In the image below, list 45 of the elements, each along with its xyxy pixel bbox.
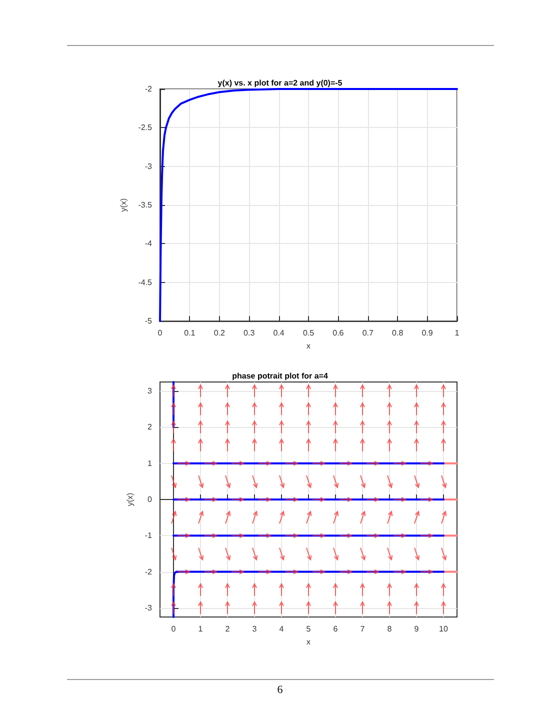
x-axis-title: x (306, 637, 310, 646)
chart-title: y(x) vs. x plot for a=2 and y(0)=-5 (218, 78, 343, 88)
x-tick-label: 4 (279, 624, 284, 634)
x-tick-label: 8 (387, 624, 392, 634)
x-tick-label: 0.7 (362, 328, 374, 338)
x-tick-label: 7 (360, 624, 366, 634)
y-tick-label: -2 (144, 567, 153, 576)
x-tick-label: 0.1 (184, 328, 196, 338)
y-tick-label: -1 (144, 531, 153, 540)
chart-title: phase potrait plot for a=4 (232, 372, 328, 380)
y-tick-label: 2 (148, 422, 153, 432)
x-tick-label: 0.4 (273, 328, 285, 338)
y-axis-title: y(x) (125, 492, 134, 506)
y-axis-title: y(x) (118, 198, 128, 212)
x-tick-label: 0.3 (244, 328, 256, 338)
y-tick-label: 3 (148, 386, 153, 396)
y-tick-label: -3 (144, 603, 153, 612)
x-tick-label: 1 (198, 624, 204, 634)
y-tick-label: -2.5 (138, 123, 153, 132)
text: 6 (276, 684, 284, 696)
y-tick-label: -4 (144, 239, 153, 248)
x-tick-label: 0.9 (422, 328, 434, 338)
x-tick-label: 2 (225, 624, 230, 634)
y-tick-label: 1 (148, 458, 153, 468)
line-series (172, 570, 444, 618)
y-tick-label: -3.5 (138, 200, 153, 210)
x-tick-label: 9 (414, 624, 420, 634)
x-tick-label: 0 (171, 624, 176, 634)
x-tick-label: 5 (306, 624, 312, 634)
x-tick-label: 3 (252, 624, 258, 634)
x-tick-label: 6 (333, 624, 338, 634)
y-tick-label: 0 (148, 495, 153, 504)
x-axis-title: x (306, 342, 310, 350)
x-tick-label: 1 (454, 328, 460, 338)
x-tick-label: 0.2 (214, 328, 226, 338)
x-tick-label: 0.8 (392, 328, 404, 338)
y-tick-label: -2 (144, 84, 153, 94)
x-tick-label: 0.5 (302, 328, 315, 338)
x-tick-label: 0.6 (332, 328, 344, 338)
y-tick-label: -3 (144, 162, 153, 171)
y-tick-label: -5 (144, 316, 153, 326)
x-tick-label: 0 (158, 328, 163, 338)
x-tick-label: 10 (439, 624, 448, 634)
y-tick-label: -4.5 (138, 278, 153, 287)
line-series (159, 88, 458, 322)
